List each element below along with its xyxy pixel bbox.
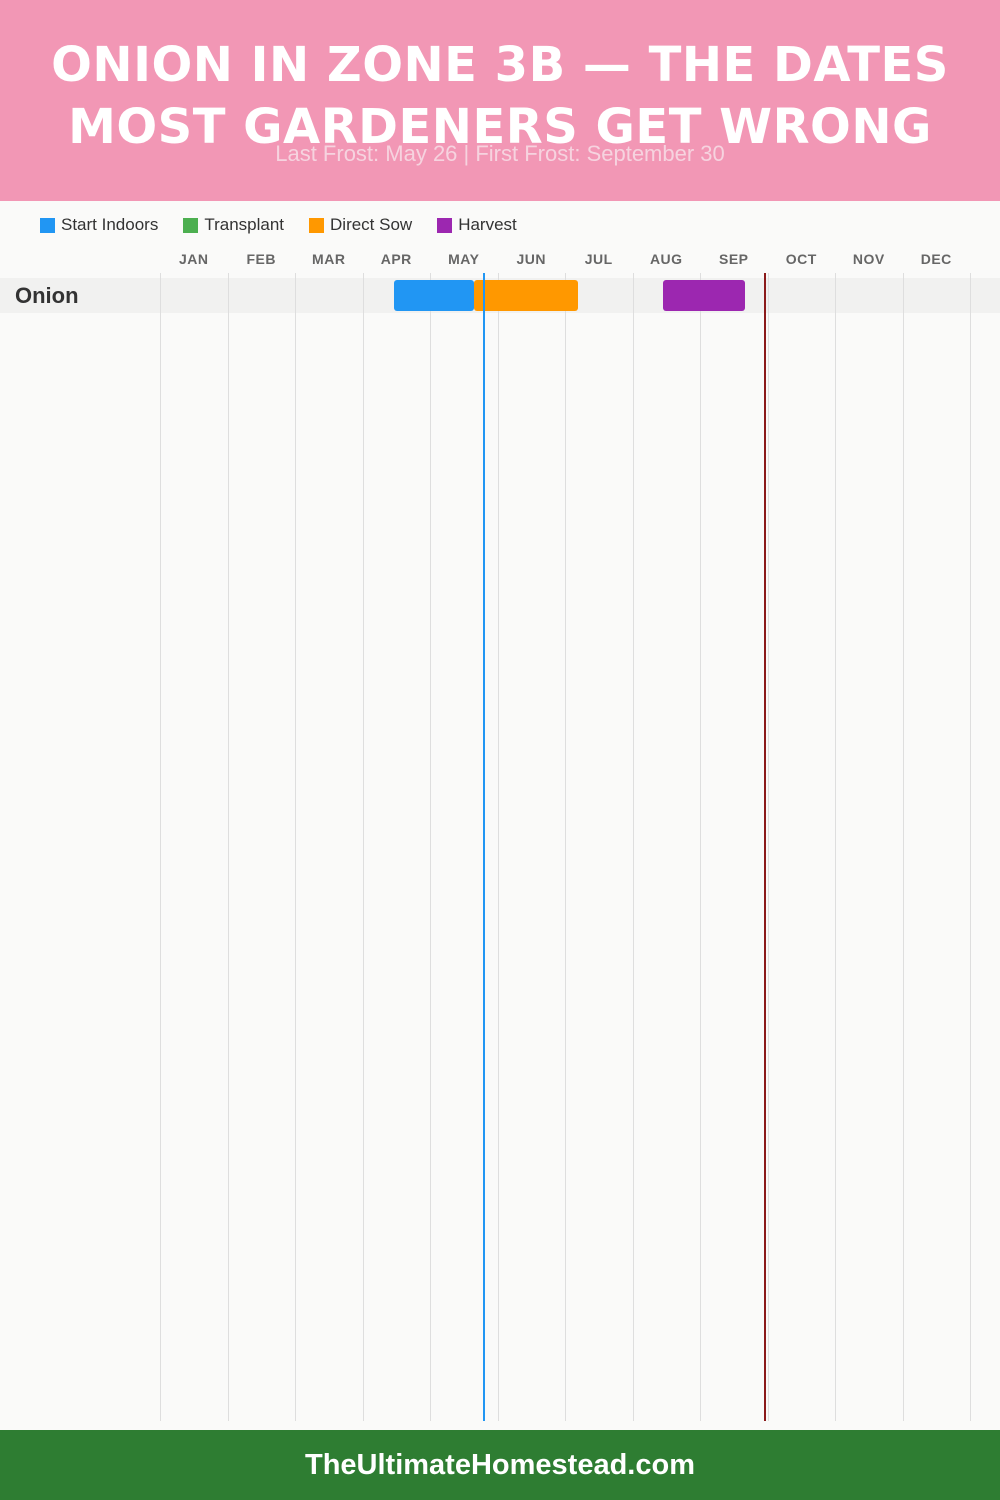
legend-swatch bbox=[309, 217, 325, 233]
month-tick-label: SEP bbox=[718, 251, 749, 267]
bar-harvest bbox=[662, 280, 745, 311]
month-tick-label: JUN bbox=[516, 251, 546, 267]
month-grid-line bbox=[362, 273, 364, 1421]
month-grid-line bbox=[632, 273, 634, 1421]
month-tick-label: DEC bbox=[920, 251, 952, 267]
month-grid-line bbox=[565, 273, 566, 1421]
legend-item-direct-sow: Direct Sow bbox=[309, 215, 412, 235]
month-grid-line bbox=[902, 273, 904, 1421]
month-grid-line bbox=[160, 273, 161, 1421]
legend-item-transplant: Transplant bbox=[183, 215, 284, 235]
footer-site-link[interactable]: TheUltimateHomestead.com bbox=[305, 1449, 695, 1481]
legend-label: Start Indoors bbox=[61, 215, 159, 234]
month-grid-line bbox=[700, 273, 701, 1421]
frost-dates-subtitle: Last Frost: May 26 | First Frost: Septem… bbox=[275, 141, 725, 166]
month-grid-line bbox=[767, 273, 769, 1421]
last-frost-line bbox=[483, 273, 486, 1421]
crop-label: Onion bbox=[15, 283, 79, 308]
page-title: Onion in Zone 3B — The Dates Most Garden… bbox=[51, 37, 949, 155]
month-grid-line bbox=[835, 273, 836, 1421]
header-banner: Onion in Zone 3B — The Dates Most Garden… bbox=[0, 0, 1000, 201]
footer-banner: TheUltimateHomestead.com bbox=[0, 1430, 1000, 1500]
legend-label: Harvest bbox=[458, 215, 517, 234]
legend-swatch bbox=[183, 217, 199, 233]
legend-item-start-indoors: Start Indoors bbox=[40, 215, 158, 235]
legend-label: Direct Sow bbox=[330, 215, 413, 234]
month-tick-label: OCT bbox=[785, 251, 817, 267]
month-tick-label: APR bbox=[380, 251, 412, 267]
month-tick-label: FEB bbox=[246, 251, 276, 267]
month-grid-line bbox=[295, 273, 296, 1421]
month-tick-label: JAN bbox=[178, 251, 209, 267]
month-grid-line bbox=[430, 273, 431, 1421]
month-grid-line bbox=[497, 273, 499, 1421]
month-tick-label: AUG bbox=[649, 251, 683, 267]
bar-start-indoors bbox=[394, 280, 474, 311]
legend: Start Indoors Transplant Direct Sow Harvest bbox=[40, 214, 542, 236]
legend-label: Transplant bbox=[204, 215, 285, 234]
legend-swatch bbox=[40, 217, 55, 233]
month-tick-label: MAY bbox=[448, 251, 480, 267]
bar-direct-sow bbox=[473, 280, 579, 311]
month-tick-label: MAR bbox=[312, 251, 346, 267]
month-grid-line bbox=[227, 273, 229, 1421]
month-grid-line bbox=[970, 273, 971, 1421]
month-tick-label: JUL bbox=[584, 251, 613, 267]
first-frost-line bbox=[764, 273, 767, 1421]
legend-item-harvest: Harvest bbox=[437, 215, 517, 235]
legend-swatch bbox=[437, 217, 453, 233]
month-tick-label: NOV bbox=[852, 251, 885, 267]
